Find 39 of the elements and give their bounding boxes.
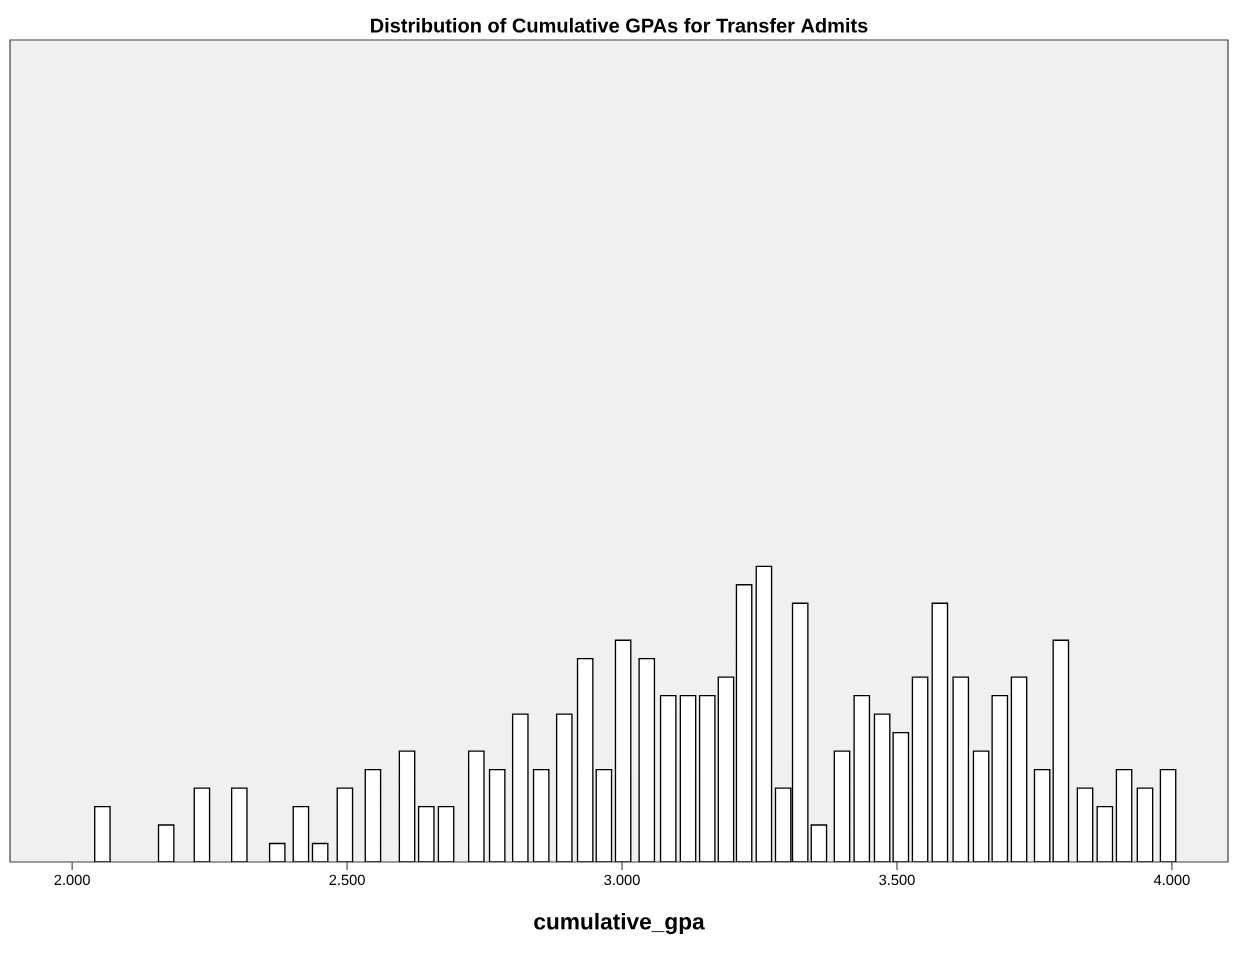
bar (659, 694, 677, 862)
bar (791, 602, 809, 862)
x-tick-label: 4.000 (1153, 874, 1190, 886)
bar (892, 731, 910, 862)
bar (873, 713, 891, 862)
bar (717, 676, 735, 862)
bar (952, 676, 970, 862)
x-axis-title: cumulative_gpa (534, 912, 705, 935)
x-tick-label: 2.000 (54, 874, 90, 886)
bar (1052, 639, 1070, 862)
bar (1115, 768, 1133, 862)
bar (931, 602, 949, 862)
x-tick-label: 3.500 (879, 874, 915, 886)
x-tick-label: 2.500 (329, 874, 365, 886)
bar (488, 768, 506, 862)
bar (398, 750, 416, 862)
x-tick-label: 3.000 (604, 874, 640, 886)
bar (595, 768, 613, 862)
bar (698, 694, 716, 862)
bar (853, 694, 871, 862)
bar (555, 713, 573, 862)
bar (911, 676, 929, 862)
bar (679, 694, 697, 862)
bar (1159, 768, 1177, 862)
bar (638, 658, 656, 862)
bar (833, 750, 851, 862)
bar (511, 713, 529, 862)
bar (467, 750, 485, 862)
bar (991, 694, 1009, 862)
bar (735, 584, 753, 862)
chart-title: Distribution of Cumulative GPAs for Transfer Admits (371, 17, 868, 33)
bar (614, 639, 632, 862)
bar (1033, 768, 1051, 862)
bar (364, 768, 382, 862)
bar (755, 565, 773, 862)
bar (972, 750, 990, 862)
bar (576, 658, 594, 862)
bar (532, 768, 550, 862)
bar (1010, 676, 1028, 862)
